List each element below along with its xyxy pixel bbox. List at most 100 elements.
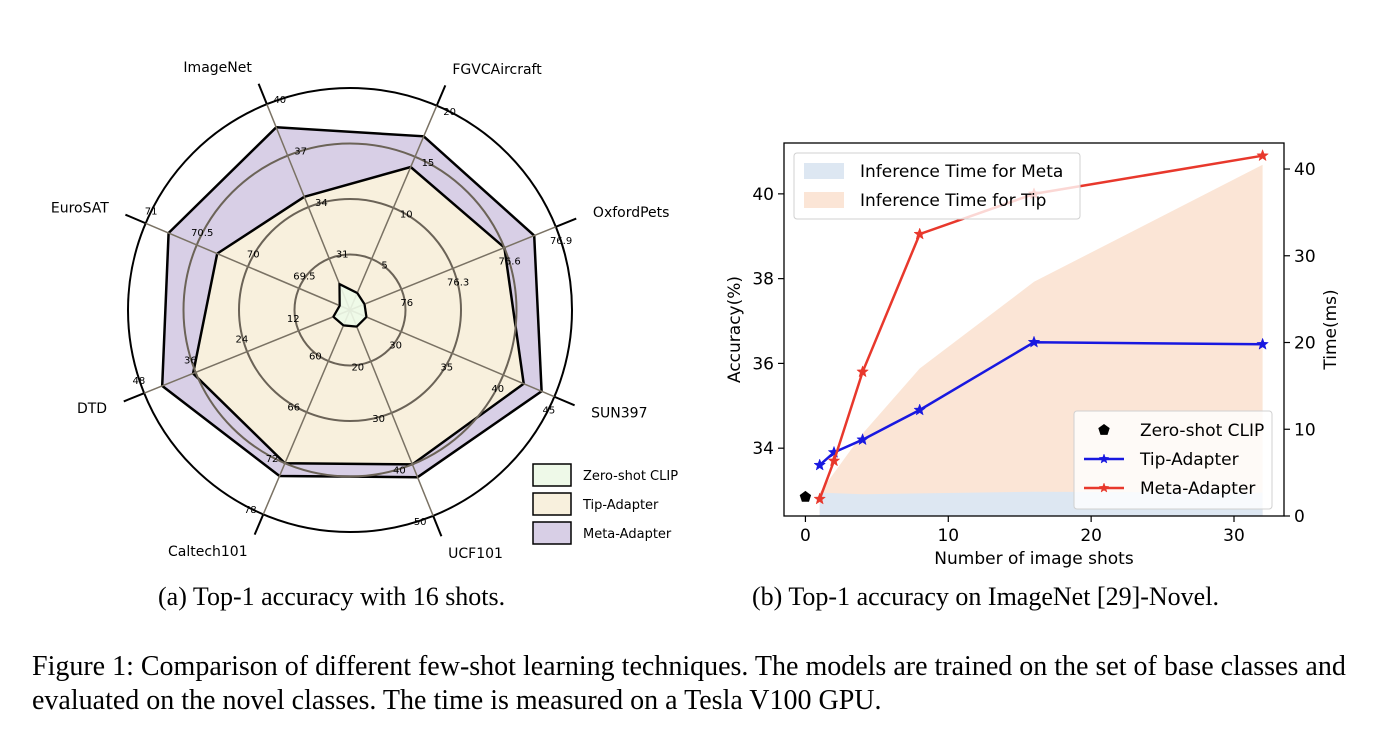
radar-axis-tick xyxy=(555,217,577,228)
radar-grid-circle xyxy=(182,142,518,478)
radar-tick-label: 12 xyxy=(287,314,300,325)
radar-axis-tick xyxy=(435,85,447,107)
radar-spoke xyxy=(349,226,557,311)
radar-legend-label-meta-adapter: Meta-Adapter xyxy=(583,527,672,542)
radar-outer-circle xyxy=(127,87,573,533)
point-tip-adapter xyxy=(856,432,869,446)
y-right-tick-label: 40 xyxy=(1294,160,1316,180)
radar-tick-label: 15 xyxy=(422,158,435,169)
radar-grid-circle xyxy=(238,198,462,422)
point-meta-adapter xyxy=(856,365,869,378)
radar-tick-label: 31 xyxy=(336,249,349,260)
radar-legend-swatch-tip-adapter xyxy=(532,492,572,516)
subcaption-b: (b) Top-1 accuracy on ImageNet [29]-Nove… xyxy=(752,582,1219,611)
radar-tick-label: 71 xyxy=(145,206,158,217)
radar-tick-label: 36 xyxy=(184,355,197,366)
legend-marker-meta-adapter xyxy=(1098,482,1110,493)
y-right-tick-label: 10 xyxy=(1294,420,1316,440)
x-tick-label: 30 xyxy=(1223,526,1245,546)
legend-series-box xyxy=(1073,410,1273,510)
legend-marker-tip-adapter xyxy=(1098,453,1110,464)
radar-legend-label-tip-adapter: Tip-Adapter xyxy=(582,498,659,513)
x-tick-label: 0 xyxy=(800,526,811,546)
point-zero-shot-clip xyxy=(799,490,812,502)
point-meta-adapter xyxy=(1256,148,1269,162)
legend-areas-box xyxy=(793,152,1081,220)
radar-spoke xyxy=(266,103,351,311)
radar-tick-label: 66 xyxy=(287,403,300,414)
radar-tick-label: 20 xyxy=(443,107,456,118)
radar-axis-tick xyxy=(253,513,265,535)
radar-tick-label: 5 xyxy=(381,260,387,271)
point-tip-adapter xyxy=(1256,337,1269,350)
radar-tick-label: 40 xyxy=(273,95,286,106)
radar-spoke xyxy=(145,222,351,311)
radar-axis-tick xyxy=(553,395,575,407)
radar-legend-swatch-zero-shot-clip xyxy=(532,463,572,487)
radar-tick-label: 48 xyxy=(133,376,146,387)
radar-spoke xyxy=(143,309,351,394)
radar-axis-label-fgvcaircraft: FGVCAircraft xyxy=(452,62,542,78)
radar-tick-label: 60 xyxy=(309,352,322,363)
radar-tick-label: 40 xyxy=(393,466,406,477)
radar-tick-label: 24 xyxy=(235,335,248,346)
radar-tick-label: 76.6 xyxy=(498,257,520,268)
plot-frame xyxy=(783,142,1285,517)
radar-chart: ImageNet 31 34 37 40 FGVCAircraft 5 10 15 20 Oxfor… xyxy=(51,60,678,562)
radar-spoke xyxy=(349,309,555,398)
radar-legend-swatch-meta-adapter xyxy=(532,521,572,545)
y-right-tick-label: 20 xyxy=(1294,334,1316,354)
radar-axis-label-ucf101: UCF101 xyxy=(448,546,503,562)
point-tip-adapter xyxy=(913,403,927,416)
radar-axis-label-sun397: SUN397 xyxy=(591,405,647,421)
line-chart: 0 10 20 30 34 36 38 40 0 10 20 30 40 Number of image … xyxy=(725,142,1341,569)
radar-tick-label: 76.3 xyxy=(447,277,469,288)
legend-swatch-inference-time-for-meta xyxy=(804,163,844,179)
radar-tick-label: 78 xyxy=(244,505,257,516)
radar-axis-label-imagenet: ImageNet xyxy=(183,60,252,76)
point-tip-adapter xyxy=(813,458,827,471)
radar-axis-tick xyxy=(125,213,147,225)
x-axis-label: Number of image shots xyxy=(934,549,1134,569)
radar-tick-label: 30 xyxy=(389,341,402,352)
radar-tick-label: 35 xyxy=(440,362,453,373)
radar-tick-label: 30 xyxy=(372,414,385,425)
y-tick-label: 40 xyxy=(752,185,774,205)
radar-tick-label: 20 xyxy=(351,363,364,374)
y-right-tick-label: 30 xyxy=(1294,247,1316,267)
x-tick-label: 20 xyxy=(1080,526,1102,546)
radar-tick-label: 37 xyxy=(294,146,307,157)
radar-axis-label-caltech101: Caltech101 xyxy=(168,544,248,560)
radar-axis-label-oxfordpets: OxfordPets xyxy=(593,205,670,221)
radar-spoke xyxy=(262,309,351,515)
legend-label-tip-adapter: Tip-Adapter xyxy=(1139,450,1239,470)
subcaption-a: (a) Top-1 accuracy with 16 shots. xyxy=(158,582,506,611)
legend-swatch-inference-time-for-tip xyxy=(804,192,844,208)
radar-grid-circle xyxy=(293,253,407,367)
legend-label-meta-adapter: Meta-Adapter xyxy=(1140,479,1255,499)
y-tick-label: 38 xyxy=(752,270,774,290)
radar-tick-label: 34 xyxy=(315,198,328,209)
point-tip-adapter xyxy=(1027,335,1041,348)
radar-tick-label: 70.5 xyxy=(191,228,213,239)
radar-spoke xyxy=(349,105,438,311)
y-tick-label: 36 xyxy=(752,354,774,374)
radar-spoke xyxy=(349,309,434,517)
radar-axis-tick xyxy=(257,83,268,105)
radar-axis-label-dtd: DTD xyxy=(77,401,107,417)
radar-tick-label: 72 xyxy=(266,454,279,465)
radar-tick-label: 70 xyxy=(247,250,260,261)
radar-tick-label: 76 xyxy=(400,298,413,309)
radar-axis-tick xyxy=(123,392,145,403)
radar-series-zero-shot-clip-top xyxy=(332,282,368,328)
radar-tick-label: 40 xyxy=(491,384,504,395)
radar-tick-label: 76.9 xyxy=(550,236,572,247)
radar-axis-tick xyxy=(432,515,443,537)
y-axis-label: Accuracy(%) xyxy=(725,276,745,383)
y-right-tick-label: 0 xyxy=(1294,507,1305,527)
radar-tick-label: 50 xyxy=(414,517,427,528)
x-tick-label: 10 xyxy=(937,526,959,546)
radar-axis-label-eurosat: EuroSAT xyxy=(51,201,109,217)
y-right-axis-label: Time(ms) xyxy=(1321,289,1341,370)
y-tick-label: 34 xyxy=(752,439,774,459)
